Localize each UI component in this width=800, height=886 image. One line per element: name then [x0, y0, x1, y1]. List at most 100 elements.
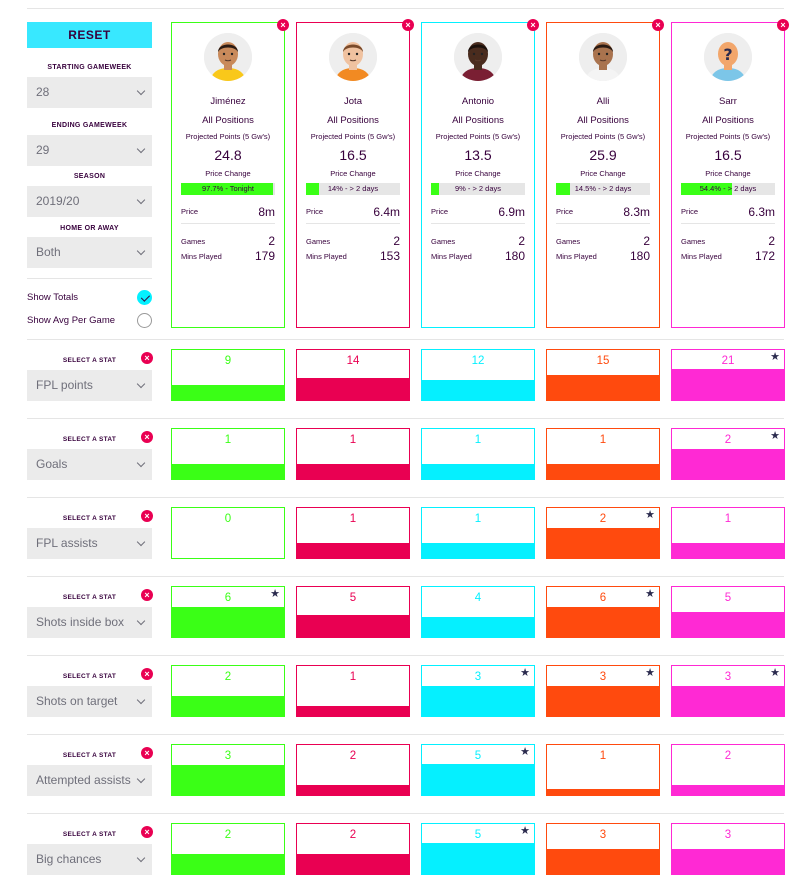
stat-value: 1 [349, 671, 357, 683]
show-avg-radio[interactable] [137, 313, 152, 328]
stat-value: 12 [471, 355, 485, 367]
stat-bar [422, 617, 534, 637]
price-change-label: Price Change [205, 169, 251, 178]
price-change-fill [556, 183, 570, 195]
stat-bar [297, 854, 409, 874]
home-away-select[interactable]: Both [27, 237, 152, 268]
select-a-stat-label: SELECT A STAT [62, 831, 117, 838]
mins-played-value: 172 [754, 249, 775, 263]
projected-points-value: 16.5 [339, 147, 367, 163]
stat-cell: 1 [546, 744, 660, 796]
stat-select[interactable]: FPL points [27, 370, 152, 401]
stat-bar [422, 764, 534, 795]
stat-value: 2 [724, 434, 732, 446]
price-label: Price [306, 207, 324, 216]
remove-player-close-icon[interactable]: × [402, 19, 414, 31]
remove-stat-close-icon[interactable]: × [141, 352, 153, 364]
remove-stat-close-icon[interactable]: × [141, 826, 153, 838]
player-name[interactable]: Alli [596, 96, 610, 107]
projected-points-value: 24.8 [214, 147, 242, 163]
remove-player-close-icon[interactable]: × [277, 19, 289, 31]
player-name[interactable]: Antonio [461, 96, 495, 107]
chevron-down-icon [136, 458, 146, 468]
stat-bar [422, 464, 534, 479]
show-totals-radio[interactable] [137, 290, 152, 305]
stat-select[interactable]: Big chances [27, 844, 152, 875]
stat-bar [672, 449, 784, 479]
stat-select[interactable]: Shots inside box [27, 607, 152, 638]
stat-select-value: FPL points [36, 378, 93, 392]
projected-points-label: Projected Points (5 Gw's) [435, 132, 521, 141]
price-value: 8m [258, 205, 275, 219]
price-change-bar: 14.5% - > 2 days [556, 183, 650, 195]
stat-select[interactable]: Attempted assists [27, 765, 152, 796]
card-divider [681, 223, 775, 224]
stat-row-divider [27, 655, 784, 656]
top-divider [27, 8, 784, 9]
games-label: Games [556, 237, 581, 246]
stat-select[interactable]: Goals [27, 449, 152, 480]
star-icon: ★ [270, 588, 280, 600]
stat-select[interactable]: FPL assists [27, 528, 152, 559]
stat-value: 21 [721, 355, 735, 367]
select-a-stat-label: SELECT A STAT [62, 594, 117, 601]
star-icon: ★ [645, 588, 655, 600]
stat-cell: 5 [671, 586, 785, 638]
remove-player-close-icon[interactable]: × [777, 19, 789, 31]
stat-bar [672, 785, 784, 795]
starting-gameweek-select[interactable]: 28 [27, 77, 152, 108]
stat-select[interactable]: Shots on target [27, 686, 152, 717]
remove-player-close-icon[interactable]: × [652, 19, 664, 31]
stat-cell: 3 ★ [546, 665, 660, 717]
stat-select-value: Big chances [36, 852, 102, 866]
stat-cell: 1 [671, 507, 785, 559]
stat-cell: 1 [296, 428, 410, 480]
projected-points-label: Projected Points (5 Gw's) [310, 132, 396, 141]
select-a-stat-label: SELECT A STAT [62, 673, 117, 680]
stat-cell: 1 [296, 507, 410, 559]
stat-cell: 1 [421, 507, 535, 559]
stat-bar [547, 528, 659, 558]
stat-select-value: Goals [36, 457, 68, 471]
stat-value: 2 [724, 750, 732, 762]
stat-value: 1 [599, 750, 607, 762]
remove-stat-close-icon[interactable]: × [141, 589, 153, 601]
player-name[interactable]: Sarr [719, 96, 737, 107]
player-avatar [329, 33, 377, 81]
price-change-fill [306, 183, 320, 195]
price-value: 6.3m [748, 205, 775, 219]
stat-row-divider [27, 497, 784, 498]
stat-bar [297, 706, 409, 716]
remove-stat-close-icon[interactable]: × [141, 510, 153, 522]
remove-stat-close-icon[interactable]: × [141, 747, 153, 759]
stat-cell: 5 ★ [421, 823, 535, 875]
stat-value: 1 [474, 434, 482, 446]
player-name[interactable]: Jota [344, 96, 362, 107]
season-select[interactable]: 2019/20 [27, 186, 152, 217]
stat-value: 1 [724, 513, 732, 525]
stat-bar [172, 765, 284, 795]
season-value: 2019/20 [36, 194, 80, 208]
player-name[interactable]: Jiménez [210, 96, 246, 107]
ending-gameweek-select[interactable]: 29 [27, 135, 152, 166]
stat-select-value: FPL assists [36, 536, 98, 550]
price-change-text: 14% - > 2 days [327, 184, 379, 193]
stat-bar [547, 375, 659, 400]
stat-cell: 4 [421, 586, 535, 638]
reset-button[interactable]: RESET [27, 22, 152, 48]
remove-stat-close-icon[interactable]: × [141, 668, 153, 680]
chevron-down-icon [136, 144, 146, 154]
price-change-text: 14.5% - > 2 days [574, 184, 632, 193]
stat-value: 2 [349, 750, 357, 762]
stat-cell: 2 [296, 744, 410, 796]
remove-stat-close-icon[interactable]: × [141, 431, 153, 443]
stat-cell: 1 [171, 428, 285, 480]
price-change-bar: 97.7% - Tonight [181, 183, 275, 195]
stat-bar [547, 607, 659, 637]
price-label: Price [681, 207, 699, 216]
remove-player-close-icon[interactable]: × [527, 19, 539, 31]
games-value: 2 [393, 234, 400, 248]
projected-points-value: 25.9 [589, 147, 617, 163]
stat-cell: 3 [171, 744, 285, 796]
price-change-fill [681, 183, 733, 195]
